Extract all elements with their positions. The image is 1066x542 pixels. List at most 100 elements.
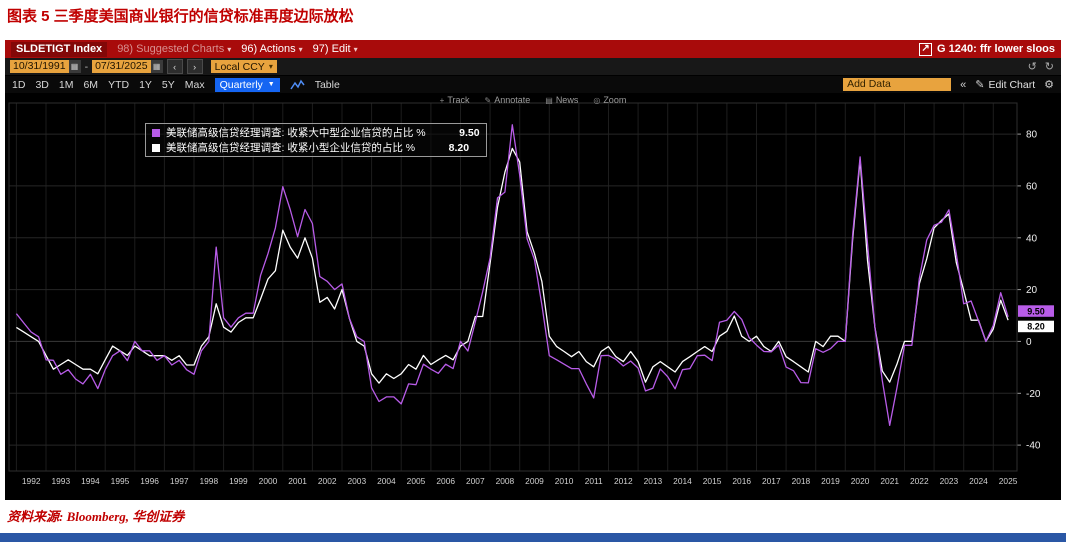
- svg-text:2019: 2019: [821, 476, 840, 486]
- svg-text:2005: 2005: [407, 476, 426, 486]
- chart-svg[interactable]: 1992 1993 1994 1995 1996 1997 1998 1999 2000 2001…: [5, 93, 1061, 501]
- figure-title: 图表 5 三季度美国商业银行的信贷标准再度边际放松: [7, 8, 354, 25]
- period-1y[interactable]: 1Y: [139, 78, 152, 91]
- legend-value: 8.20: [448, 141, 470, 154]
- caret-down-icon: ▾: [268, 62, 273, 71]
- chart-overlay-tools: + Track ✎ Annotate ▤ News ◎ Zoom: [440, 95, 627, 105]
- series-swatch-white: [152, 143, 160, 152]
- svg-text:40: 40: [1026, 233, 1038, 244]
- svg-text:9.50: 9.50: [1027, 306, 1045, 316]
- legend-label: 美联储高级信贷经理调查: 收紧大中型企业信贷的占比 %: [166, 127, 426, 139]
- date-range-separator: -: [84, 60, 89, 73]
- line-chart-icon[interactable]: [290, 79, 305, 91]
- svg-text:2018: 2018: [792, 476, 811, 486]
- period-5y[interactable]: 5Y: [161, 78, 175, 91]
- frequency-select[interactable]: Quarterly ▼: [214, 77, 280, 92]
- svg-text:2020: 2020: [851, 476, 870, 486]
- svg-text:1995: 1995: [111, 476, 130, 486]
- toolbar-right-cluster: Add Data « ✎ Edit Chart ⚙: [843, 78, 1054, 91]
- period-1m[interactable]: 1M: [58, 78, 74, 91]
- svg-text:2000: 2000: [259, 476, 278, 486]
- bloomberg-terminal: SLDETIGT Index 98) Suggested Charts ▾ 96…: [5, 40, 1061, 500]
- svg-text:2010: 2010: [555, 476, 574, 486]
- currency-select[interactable]: Local CCY ▾: [210, 60, 277, 73]
- period-3d[interactable]: 3D: [35, 78, 49, 91]
- svg-text:1993: 1993: [51, 476, 70, 486]
- bottom-blue-bar: [0, 533, 1066, 542]
- table-button[interactable]: Table: [314, 78, 340, 91]
- calendar-icon[interactable]: ▦: [150, 60, 163, 73]
- period-ytd[interactable]: YTD: [108, 78, 130, 91]
- series-swatch-purple: [152, 128, 160, 137]
- calendar-icon[interactable]: ▦: [68, 60, 81, 73]
- add-data-field[interactable]: Add Data: [843, 78, 952, 91]
- svg-text:2012: 2012: [614, 476, 633, 486]
- chart-area[interactable]: 1992 1993 1994 1995 1996 1997 1998 1999 2000 2001…: [5, 93, 1061, 500]
- source-note: 资料来源: Bloomberg, 华创证券: [7, 509, 185, 524]
- legend-value: 9.50: [459, 126, 480, 139]
- popout-icon[interactable]: ↗: [919, 42, 933, 56]
- svg-text:-20: -20: [1026, 389, 1041, 400]
- legend-row-small-firms[interactable]: 美联储高级信贷经理调查: 收紧小型企业信贷的占比 % 8.20: [152, 140, 480, 155]
- svg-text:80: 80: [1026, 130, 1038, 141]
- edit-chart-button[interactable]: ✎ Edit Chart: [975, 78, 1036, 92]
- caret-down-icon: ▾: [353, 44, 358, 54]
- svg-text:1999: 1999: [229, 476, 248, 486]
- legend-row-large-medium-firms[interactable]: 美联储高级信贷经理调查: 收紧大中型企业信贷的占比 % 9.50: [152, 125, 480, 140]
- edit-menu[interactable]: 97) Edit ▾: [312, 43, 358, 55]
- caret-down-icon: ▾: [298, 44, 303, 54]
- svg-text:2017: 2017: [762, 476, 781, 486]
- collapse-icon[interactable]: «: [960, 78, 967, 91]
- svg-text:2013: 2013: [644, 476, 663, 486]
- date-to-field[interactable]: 07/31/2025 ▦: [92, 60, 163, 73]
- track-tool[interactable]: + Track: [439, 95, 470, 105]
- step-back-button[interactable]: ‹: [166, 59, 183, 74]
- caret-down-icon: ▼: [267, 81, 275, 88]
- actions-menu[interactable]: 96) Actions ▾: [241, 43, 303, 55]
- svg-text:2023: 2023: [940, 476, 959, 486]
- svg-text:2009: 2009: [525, 476, 544, 486]
- security-ticker-field[interactable]: SLDETIGT Index: [11, 41, 108, 57]
- svg-text:2001: 2001: [288, 476, 307, 486]
- annotate-icon: ✎: [484, 95, 492, 105]
- svg-text:2025: 2025: [999, 476, 1018, 486]
- svg-text:2004: 2004: [377, 476, 396, 486]
- gear-icon[interactable]: ⚙: [1044, 79, 1054, 91]
- svg-text:2022: 2022: [910, 476, 929, 486]
- svg-text:1998: 1998: [199, 476, 218, 486]
- range-toolbar: 10/31/1991 ▦ - 07/31/2025 ▦ ‹ › Local CC…: [5, 58, 1061, 76]
- svg-text:1997: 1997: [170, 476, 189, 486]
- period-1d[interactable]: 1D: [12, 78, 26, 91]
- news-icon: ▤: [545, 95, 553, 105]
- svg-text:2006: 2006: [436, 476, 455, 486]
- terminal-titlebar: SLDETIGT Index 98) Suggested Charts ▾ 96…: [5, 40, 1061, 58]
- svg-text:60: 60: [1026, 181, 1038, 192]
- undo-icon[interactable]: ↺: [1027, 61, 1037, 73]
- date-from-field[interactable]: 10/31/1991 ▦: [10, 60, 81, 73]
- news-tool[interactable]: ▤ News: [545, 95, 579, 105]
- svg-text:2002: 2002: [318, 476, 337, 486]
- track-icon: +: [439, 95, 445, 105]
- suggested-charts-menu[interactable]: 98) Suggested Charts ▾: [117, 43, 232, 55]
- svg-text:8.20: 8.20: [1027, 322, 1045, 332]
- redo-icon[interactable]: ↻: [1044, 61, 1054, 73]
- svg-text:-40: -40: [1026, 441, 1041, 452]
- chart-reference: ↗ G 1240: ffr lower sloos: [919, 42, 1055, 56]
- svg-text:1996: 1996: [140, 476, 159, 486]
- period-6m[interactable]: 6M: [83, 78, 99, 91]
- svg-text:1994: 1994: [81, 476, 100, 486]
- step-forward-button[interactable]: ›: [186, 59, 203, 74]
- chart-legend[interactable]: 美联储高级信贷经理调查: 收紧大中型企业信贷的占比 % 9.50 美联储高级信贷…: [145, 123, 487, 157]
- annotate-tool[interactable]: ✎ Annotate: [484, 95, 531, 105]
- pencil-icon: ✎: [975, 79, 985, 91]
- svg-text:20: 20: [1026, 285, 1038, 296]
- svg-text:2008: 2008: [496, 476, 515, 486]
- period-max[interactable]: Max: [184, 78, 205, 91]
- zoom-tool[interactable]: ◎ Zoom: [593, 95, 627, 105]
- period-toolbar: 1D 3D 1M 6M YTD 1Y 5Y Max Quarterly ▼ Ta…: [5, 76, 1061, 93]
- svg-text:2011: 2011: [585, 476, 603, 486]
- svg-text:2015: 2015: [703, 476, 722, 486]
- zoom-icon: ◎: [593, 95, 601, 105]
- svg-text:2003: 2003: [347, 476, 366, 486]
- svg-text:2024: 2024: [969, 476, 988, 486]
